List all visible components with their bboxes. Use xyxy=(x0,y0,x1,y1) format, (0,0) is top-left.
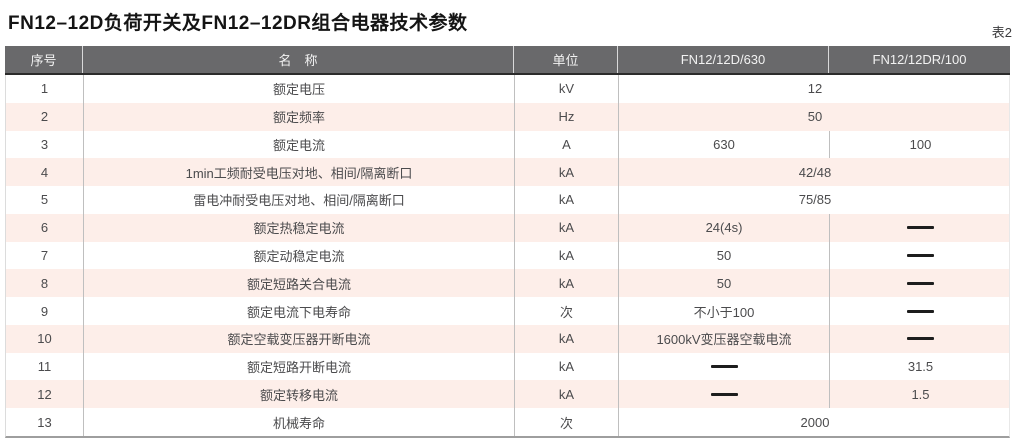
value-fn12-12d-630 xyxy=(618,352,829,381)
row-index: 5 xyxy=(40,192,49,208)
parameter-name: 额定电流 xyxy=(83,130,514,159)
parameter-name: 额定空载变压器开断电流 xyxy=(83,324,514,353)
column-header-fn12-12d-630: FN12/12D/630 xyxy=(617,46,828,73)
row-index: 7 xyxy=(40,247,49,263)
unit: A xyxy=(514,130,618,159)
table-row: 10 额定空载变压器开断电流 kA 1600kV变压器空载电流 xyxy=(6,324,1011,353)
table-row: 1 额定电压 kV 12 xyxy=(6,75,1009,103)
row-index: 12 xyxy=(37,386,52,402)
unit: kA xyxy=(514,213,618,242)
unit: Hz xyxy=(514,102,618,131)
unit: kA xyxy=(514,186,618,214)
parameter-name: 额定电流下电寿命 xyxy=(83,297,514,325)
page-title: FN12–12D负荷开关及FN12–12DR组合电器技术参数 xyxy=(8,13,468,34)
unit: kV xyxy=(514,75,618,103)
unit: kA xyxy=(514,269,618,298)
value-both-models: 50 xyxy=(618,102,1011,131)
parameter-name: 额定短路关合电流 xyxy=(83,269,514,298)
row-index: 11 xyxy=(37,359,52,375)
value-fn12-12dr-100 xyxy=(829,213,1011,242)
parameter-name: 额定频率 xyxy=(83,102,514,131)
value-fn12-12d-630 xyxy=(618,380,829,409)
value-both-models: 2000 xyxy=(618,408,1011,436)
dash-placeholder xyxy=(710,365,738,369)
row-index: 3 xyxy=(40,136,49,152)
unit: kA xyxy=(514,380,618,409)
value-fn12-12d-630: 24(4s) xyxy=(618,213,829,242)
unit: kA xyxy=(514,352,618,381)
table-row: 11 额定短路开断电流 kA 31.5 xyxy=(6,352,1011,381)
value-fn12-12d-630: 630 xyxy=(618,130,829,159)
parameter-name: 1min工频耐受电压对地、相间/隔离断口 xyxy=(83,158,514,187)
value-fn12-12dr-100: 31.5 xyxy=(829,352,1011,381)
column-header-name: 名 称 xyxy=(82,46,513,73)
row-index: 1 xyxy=(40,81,49,97)
dash-placeholder xyxy=(907,281,934,285)
table-number-label: 表2 xyxy=(991,25,1012,40)
table-row: 2 额定频率 Hz 50 xyxy=(6,102,1011,131)
dash-placeholder xyxy=(907,309,934,313)
value-fn12-12d-630: 1600kV变压器空载电流 xyxy=(618,324,829,353)
value-fn12-12dr-100 xyxy=(829,324,1011,353)
table-row: 6 额定热稳定电流 kA 24(4s) xyxy=(6,213,1011,242)
row-index: 10 xyxy=(37,331,52,347)
parameter-name: 额定电压 xyxy=(83,75,514,103)
value-fn12-12d-630: 50 xyxy=(618,269,829,298)
row-index: 8 xyxy=(40,275,49,291)
row-index: 13 xyxy=(37,414,52,430)
parameter-name: 机械寿命 xyxy=(83,408,514,436)
table-row: 13 机械寿命次 2000 xyxy=(6,408,1009,436)
row-index: 4 xyxy=(40,164,49,180)
column-header-unit: 单位 xyxy=(513,46,617,73)
value-fn12-12d-630: 不小于100 xyxy=(618,297,829,325)
dash-placeholder xyxy=(907,337,934,341)
parameter-name: 额定动稳定电流 xyxy=(83,241,514,270)
table-row: 8 额定短路关合电流 kA 50 xyxy=(6,269,1011,298)
table-row: 9 额定电流下电寿命次不小于100 xyxy=(6,297,1009,325)
table-header-row: 序号 名 称 单位 FN12/12D/630 FN12/12DR/100 xyxy=(5,46,1010,75)
table-row: 5 雷电冲耐受电压对地、相间/隔离断口 kA 75/85 xyxy=(6,186,1009,214)
value-fn12-12dr-100 xyxy=(829,269,1011,298)
parameters-table: 序号 名 称 单位 FN12/12D/630 FN12/12DR/100 1 额定… xyxy=(5,46,1010,438)
dash-placeholder xyxy=(907,253,934,257)
parameter-name: 额定短路开断电流 xyxy=(83,352,514,381)
unit: kA xyxy=(514,158,618,187)
dash-placeholder xyxy=(710,392,738,396)
unit: 次 xyxy=(514,408,618,436)
dash-placeholder xyxy=(907,226,934,230)
row-index: 2 xyxy=(40,109,49,125)
table-row: 4 1min工频耐受电压对地、相间/隔离断口 kA 42/48 xyxy=(6,158,1011,187)
value-fn12-12dr-100 xyxy=(829,241,1011,270)
table-body: 1 额定电压 kV 12 2 额定频率 Hz 50 3 额定电流 A 630 100 4 1min工频耐受电… xyxy=(5,75,1010,438)
table-row: 3 额定电流 A 630 100 xyxy=(6,130,1011,159)
unit: 次 xyxy=(514,297,618,325)
value-both-models: 42/48 xyxy=(618,158,1011,187)
unit: kA xyxy=(514,324,618,353)
row-index: 6 xyxy=(40,220,49,236)
parameter-name: 额定热稳定电流 xyxy=(83,213,514,242)
table-row: 7 额定动稳定电流 kA 50 xyxy=(6,241,1011,270)
value-fn12-12d-630: 50 xyxy=(618,241,829,270)
unit: kA xyxy=(514,241,618,270)
value-both-models: 12 xyxy=(618,75,1011,103)
value-fn12-12dr-100: 100 xyxy=(829,130,1011,159)
row-index: 9 xyxy=(40,303,49,319)
value-fn12-12dr-100 xyxy=(829,297,1011,325)
parameter-name: 额定转移电流 xyxy=(83,380,514,409)
column-header-fn12-12dr-100: FN12/12DR/100 xyxy=(828,46,1010,73)
value-both-models: 75/85 xyxy=(618,186,1011,214)
parameter-name: 雷电冲耐受电压对地、相间/隔离断口 xyxy=(83,186,514,214)
table-row: 12 额定转移电流 kA 1.5 xyxy=(6,380,1011,409)
value-fn12-12dr-100: 1.5 xyxy=(829,380,1011,409)
column-header-index: 序号 xyxy=(30,53,57,68)
